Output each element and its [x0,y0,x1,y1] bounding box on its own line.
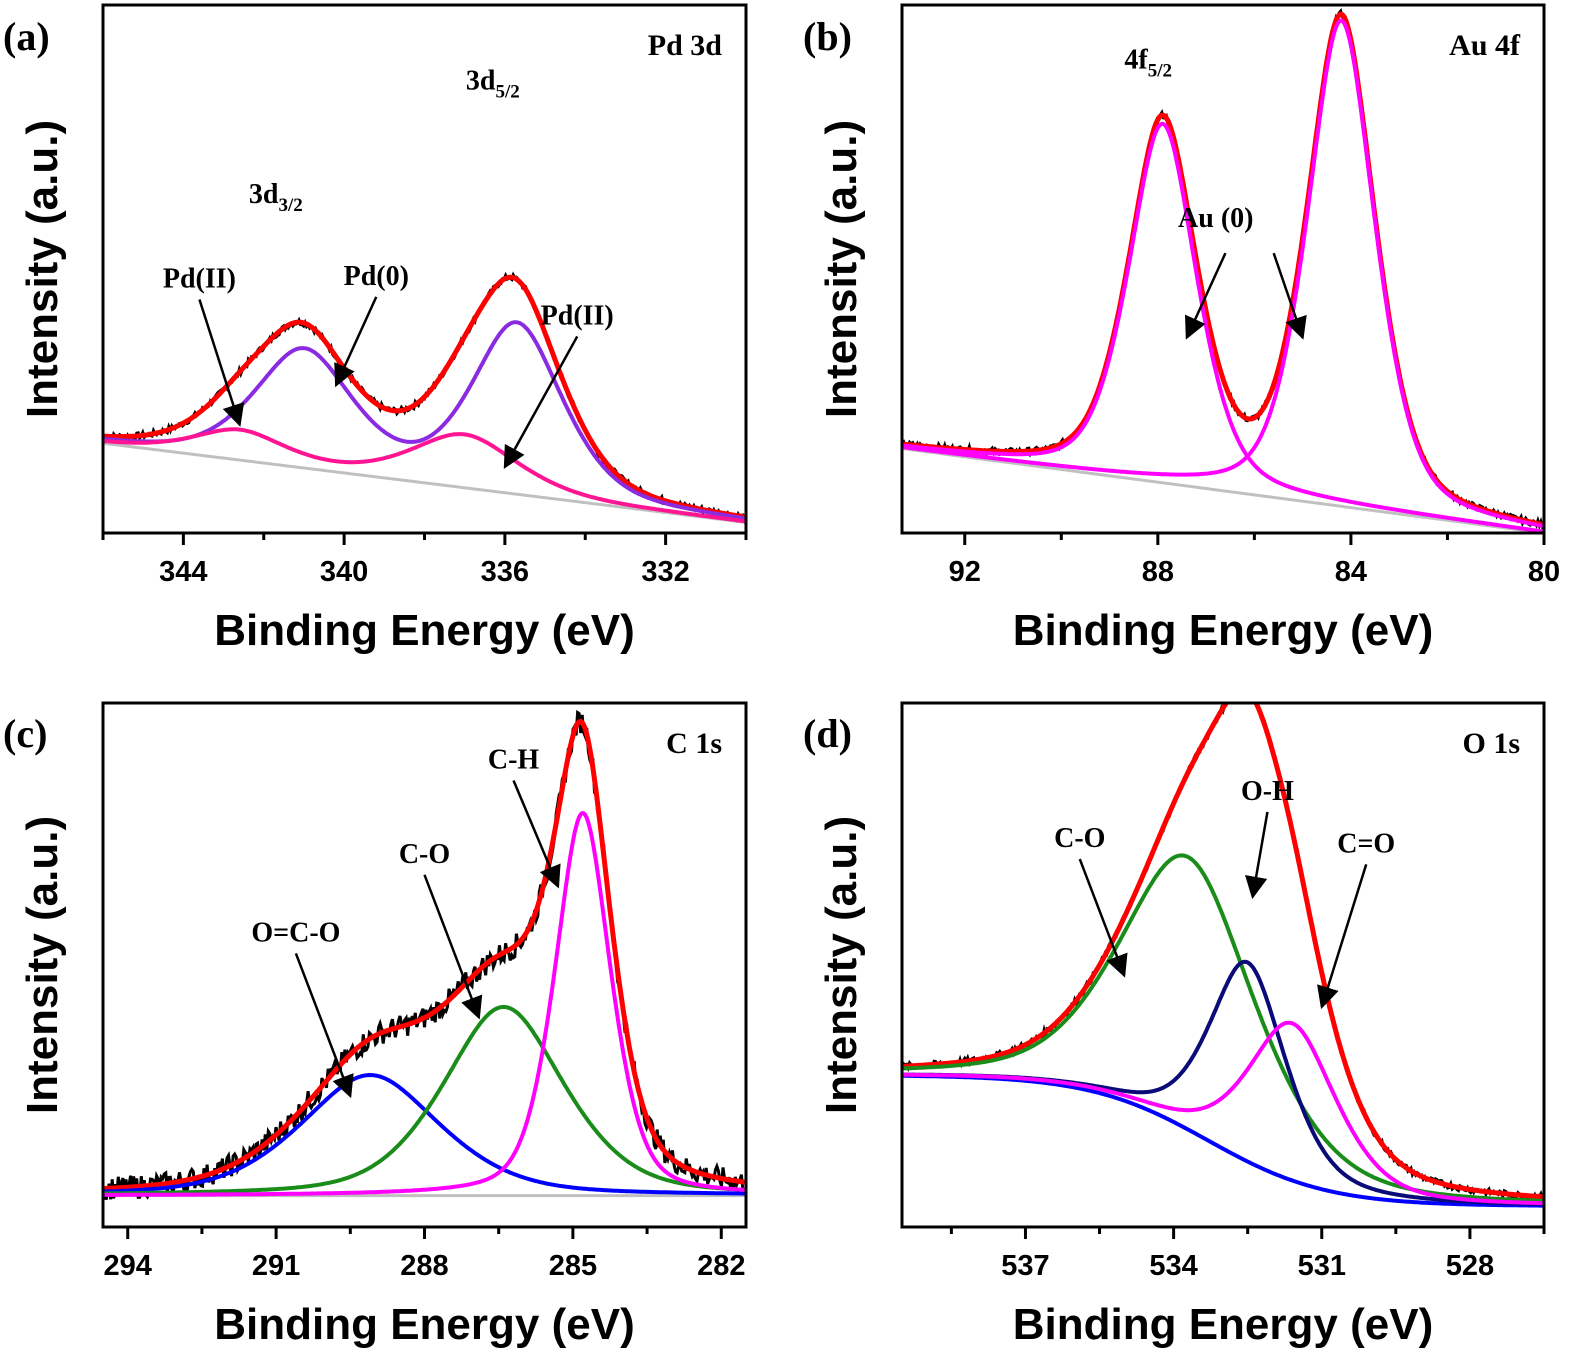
x-axis-title: Binding Energy (eV) [214,1300,634,1349]
peak-label: Pd(II) [541,300,614,331]
peak-label: C-O [1054,823,1105,854]
plot-area [103,709,746,1200]
peak-label: C=O [1337,828,1395,859]
plot-frame [900,701,1546,1229]
x-tick-label: 88 [1142,556,1174,588]
x-tick-label: 332 [641,556,689,588]
annotation-arrow [512,780,561,889]
panel-title: Pd 3d [648,29,723,62]
x-tick-label: 344 [159,556,207,588]
peak-label: 3d3/2 [249,179,303,216]
x-tick-label: 80 [1528,556,1560,588]
panel-letter: (c) [3,711,47,756]
curves [103,709,746,1200]
component-line [902,18,1544,529]
annotation-arrow [1317,863,1368,1010]
peak-label: C-O [399,839,450,870]
peak-label: 4f5/2 [1124,44,1172,81]
y-axis-title: Intensity (a.u.) [18,816,67,1114]
x-tick-label: 285 [549,1250,597,1282]
x-tick-label: 531 [1298,1250,1346,1282]
y-axis-title: Intensity (a.u.) [817,120,866,418]
annotation-arrow [334,296,378,388]
component-line [902,853,1544,1203]
panel-letter: (b) [803,14,852,59]
panel-title: O 1s [1462,727,1520,760]
fit-envelope-line [103,718,746,1192]
peak-label: Pd(II) [163,263,236,294]
panel-title: Au 4f [1449,29,1521,62]
peak-label: Pd(0) [344,261,409,292]
y-axis-title: Intensity (a.u.) [18,120,67,418]
x-tick-label: 534 [1149,1250,1197,1282]
raw-data-line [902,703,1544,1202]
x-tick-label: 291 [252,1250,300,1282]
component-line [103,427,746,524]
x-axis-title: Binding Energy (eV) [1013,1300,1433,1349]
curves [103,271,746,525]
peak-label: O=C-O [251,917,340,948]
annotation-arrow [198,299,245,427]
annotation-arrow [294,952,354,1099]
x-tick-label: 537 [1001,1250,1049,1282]
annotation-arrow [503,335,579,469]
curves [902,8,1544,533]
plot-area [103,271,746,525]
component-line [103,810,746,1197]
x-tick-label: 288 [400,1250,448,1282]
peak-label: O-H [1241,776,1294,807]
fit-envelope-line [902,11,1544,528]
panel-letter: (d) [803,711,852,756]
x-axis-title: Binding Energy (eV) [214,606,634,655]
panel-o-1s: 537 534 531 528 Binding Energy (eV) Intensity… [803,701,1546,1349]
fit-envelope-line [103,274,746,520]
annotation-arrow [1272,252,1307,340]
annotation-arrow [1078,858,1128,978]
background-line [902,447,1544,533]
annotation-arrow [1245,811,1269,900]
x-tick-label: 294 [104,1250,152,1282]
component-line [902,959,1544,1206]
panel-c-1s: 294 291 288 285 282 Binding Energy (eV) Intens… [3,701,748,1349]
fit-envelope-line [902,703,1544,1200]
x-tick-label: 340 [320,556,368,588]
component-line [902,1020,1544,1206]
x-tick-label: 84 [1335,556,1367,588]
component-line [103,320,746,521]
panel-au-4f: 92 88 84 80 Binding Energy (eV) Intensity (a.… [803,3,1560,655]
background-line [103,441,746,524]
plot-frame [900,3,1546,535]
x-tick-label: 92 [949,556,981,588]
panel-letter: (a) [3,14,50,59]
peak-label: C-H [488,745,540,776]
peak-label: Au (0) [1178,203,1253,234]
component-line [902,121,1544,533]
x-tick-label: 282 [697,1250,745,1282]
curves [902,703,1544,1208]
x-tick-label: 528 [1446,1250,1494,1282]
y-axis-title: Intensity (a.u.) [817,816,866,1114]
peak-label: 3d5/2 [466,65,520,102]
plot-area [902,8,1544,533]
annotation-arrow [423,874,483,1020]
x-axis-title: Binding Energy (eV) [1013,606,1433,655]
plot-area [902,703,1544,1208]
x-tick-label: 336 [481,556,529,588]
component-line [103,1004,746,1196]
panel-title: C 1s [666,727,722,760]
annotation-arrow [1184,252,1227,340]
